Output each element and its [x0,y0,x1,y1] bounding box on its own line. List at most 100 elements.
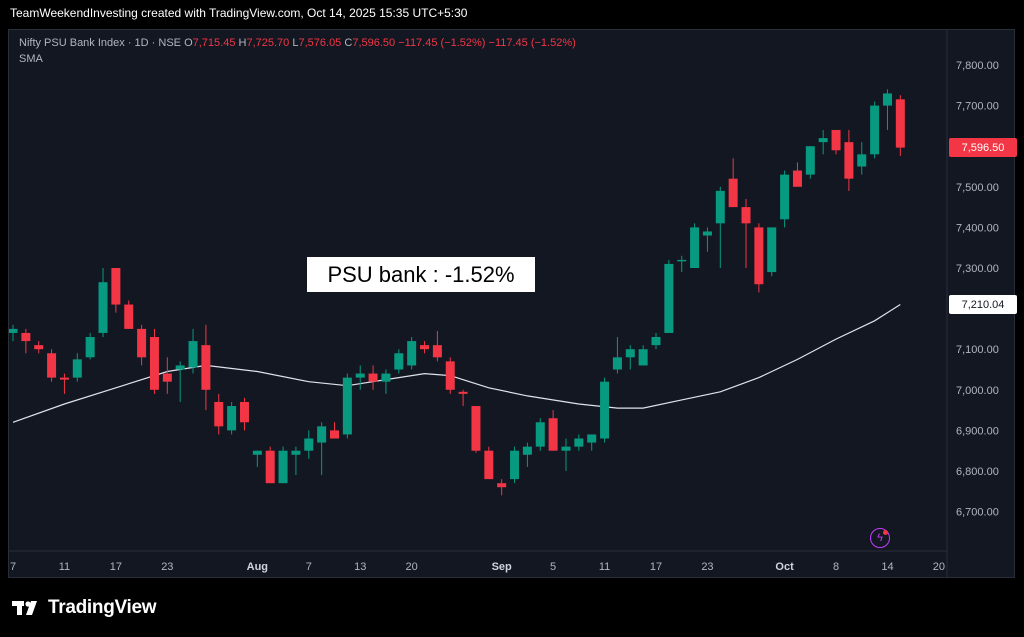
candle-body [625,349,635,358]
candle-body [162,373,172,382]
candle-body [535,422,545,447]
high-label: H [238,37,247,49]
y-tick-label: 7,700.00 [956,101,999,113]
close-price-tag: 7,596.50 [949,138,1017,157]
candle-body [214,401,224,427]
candle-body [124,304,134,329]
candle-body [21,332,31,342]
candle-body [651,337,661,346]
candle-body [407,341,417,366]
brand[interactable]: TradingView [12,597,157,619]
x-tick-label: 23 [161,561,173,573]
x-tick-label: 5 [550,561,556,573]
y-tick-label: 7,100.00 [956,344,999,356]
x-tick-label: 11 [599,561,610,573]
symbol-name[interactable]: Nifty PSU Bank Index · 1D · NSE [19,37,181,49]
candle-body [497,483,507,488]
x-tick-label: 17 [650,561,662,573]
open-value: 7,715.45 [192,37,236,49]
candle-body [754,227,764,285]
candle-body [278,450,288,484]
candle-body [600,381,610,439]
candle-body [59,377,69,380]
x-tick-label: Sep [492,561,512,573]
candle-body [677,259,687,262]
sma-indicator-label[interactable]: SMA [19,53,43,65]
candle-body [291,450,301,455]
candle-body [432,345,442,358]
candle-body [548,418,558,451]
candle-body [895,99,905,148]
candle-body [780,174,790,220]
low-value: 7,576.05 [298,37,342,49]
header-bar: TeamWeekendInvesting created with Tradin… [0,0,1024,28]
x-tick-label: Aug [247,561,268,573]
candle-body [368,373,378,382]
candle-body [34,345,44,350]
symbol-legend: Nifty PSU Bank Index · 1D · NSE O7,715.4… [19,37,576,49]
candle-body [857,154,867,167]
bolt-icon[interactable]: ϟ [870,528,890,548]
change-value: −117.45 (−1.52%) [398,37,486,49]
x-tick-label: 11 [59,561,70,573]
y-tick-label: 7,800.00 [956,60,999,72]
y-tick-label: 7,400.00 [956,222,999,234]
candle-body [522,446,532,455]
sma-price-tag: 7,210.04 [949,295,1017,314]
attribution-text: TeamWeekendInvesting created with Tradin… [10,6,468,20]
x-tick-label: 23 [701,561,713,573]
candle-body [702,231,712,236]
candle-body [831,129,841,151]
candle-body [638,349,648,366]
candle-body [381,373,391,382]
alert-dot-icon [883,530,888,535]
candle-body [342,377,352,435]
chart-panel[interactable]: 6,700.00 6,800.00 6,900.00 7,000.00 7,100.00… [8,29,1017,579]
tradingview-logo-icon [12,601,37,615]
x-tick-label: 8 [833,561,839,573]
candle-body [574,438,584,447]
candle-body [47,353,57,378]
candle-body [265,450,275,484]
candle-body [188,341,198,368]
y-tick-label: 6,700.00 [956,507,999,519]
x-tick-label: 7 [10,561,16,573]
candle-body [355,373,365,378]
x-tick-label: 17 [110,561,122,573]
high-value: 7,725.70 [246,37,290,49]
candle-body [445,361,455,390]
close-value: 7,596.50 [352,37,396,49]
candle-body [304,438,314,451]
candlestick-chart[interactable]: 6,700.00 6,800.00 6,900.00 7,000.00 7,100.00… [9,30,1016,579]
candle-body [239,401,249,423]
candle-body [227,406,237,431]
change-value-2: −117.45 (−1.52%) [488,37,576,49]
y-tick-label: 6,900.00 [956,425,999,437]
candle-body [330,430,339,439]
candle-body [458,391,468,394]
low-label: L [292,37,299,49]
open-label: O [184,37,193,49]
candle-body [420,345,430,350]
candle-body [9,328,18,333]
candle-body [137,328,147,358]
candle-body [728,178,738,208]
candle-body [664,263,674,333]
candle-body [767,227,777,273]
candle-body [818,138,828,143]
candle-body [252,450,262,455]
x-tick-label: 20 [933,561,945,573]
candle-body [175,365,185,370]
candle-body [317,426,327,443]
annotation-box[interactable]: PSU bank : -1.52% [307,257,535,292]
x-tick-label: 14 [881,561,893,573]
x-tick-label: 13 [354,561,366,573]
candle-body [587,434,597,443]
x-tick-label: 20 [406,561,418,573]
close-label: C [344,37,353,49]
candle-body [870,105,880,155]
candle-body [612,357,622,370]
candle-body [149,337,159,390]
candle-body [471,406,481,451]
candle-body [85,337,95,358]
